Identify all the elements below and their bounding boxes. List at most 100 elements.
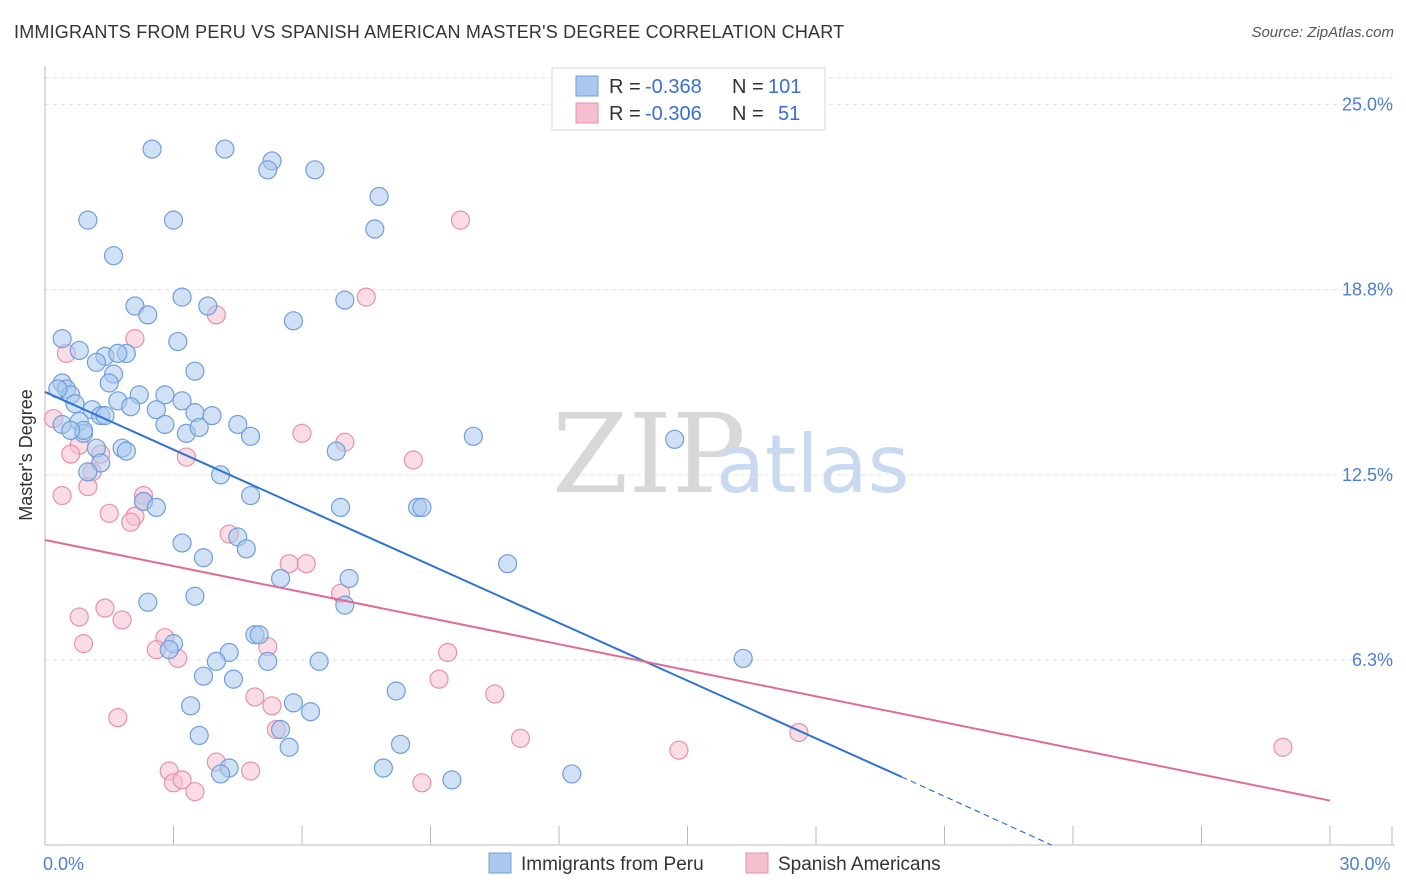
spanish-americans-point-9 (61, 444, 81, 464)
spanish-americans-point-37 (262, 696, 282, 716)
peru-point-1 (215, 139, 235, 159)
spanish-americans-point-3 (125, 329, 145, 349)
peru-point-83 (283, 693, 304, 713)
peru-point-72 (249, 625, 269, 645)
peru-point-35 (146, 400, 166, 420)
legend-n-value-1: 101 (768, 76, 801, 98)
peru-point-84 (181, 696, 201, 716)
watermark-zip: ZIP (552, 390, 746, 518)
legend-r-value-2: -0.306 (645, 103, 702, 125)
spanish-americans-point-38 (108, 708, 128, 728)
peru-point-14 (138, 305, 158, 325)
peru-point-33 (65, 394, 85, 414)
peru-point-91 (211, 764, 231, 784)
peru-point-47 (463, 426, 483, 446)
legend-swatch-pink (575, 102, 599, 124)
peru-point-22 (86, 352, 107, 372)
peru-point-6 (78, 210, 98, 230)
peru-point-57 (146, 497, 166, 518)
bottom-legend-swatch-blue (488, 852, 512, 874)
legend-r-value-1: -0.368 (645, 76, 702, 98)
y-tick-labels: 25.0% 18.8% 12.5% 6.3% (1342, 95, 1393, 670)
spanish-americans-point-33 (438, 642, 458, 663)
peru-point-43 (228, 414, 248, 435)
peru-point-79 (733, 648, 753, 669)
peru-point-4 (258, 160, 278, 180)
trend-lines (44, 390, 1331, 846)
peru-point-16 (52, 329, 72, 349)
peru-point-39 (202, 405, 222, 426)
grid-lines (45, 77, 1395, 661)
peru-point-9 (103, 246, 124, 266)
legend-r-label-1: R = (609, 76, 641, 98)
bottom-legend-swatch-pink (745, 852, 769, 874)
peru-point-60 (412, 497, 432, 518)
peru-point-5 (369, 186, 389, 207)
y-tick-label-2: 12.5% (1342, 465, 1393, 485)
peru-point-8 (365, 219, 385, 239)
peru-point-66 (270, 568, 291, 589)
peru-point-92 (373, 758, 393, 778)
peru-point-77 (258, 651, 278, 671)
peru-point-62 (172, 533, 192, 553)
y-tick-label-3: 6.3% (1352, 650, 1393, 670)
peru-point-67 (339, 568, 359, 589)
spanish-americans-point-25 (95, 598, 115, 618)
series-legend: Immigrants from Peru Spanish Americans (488, 852, 941, 875)
peru-point-69 (138, 592, 158, 612)
legend-n-label-1: N = (732, 76, 764, 98)
peru-point-80 (193, 666, 214, 686)
bottom-legend-label-spanish: Spanish Americans (778, 854, 941, 875)
peru-point-21 (108, 343, 128, 364)
spanish-americans-point-41 (669, 740, 689, 760)
peru-point-51 (116, 441, 136, 461)
spanish-americans-point-0 (450, 210, 471, 230)
axes (44, 66, 1395, 846)
peru-point-63 (236, 539, 256, 559)
spanish-americans-point-29 (73, 634, 94, 654)
peru-point-68 (185, 586, 205, 606)
x-tick-label-1: 30.0% (1339, 854, 1390, 874)
peru-point-17 (168, 331, 188, 352)
spanish-americans-point-50 (412, 773, 432, 793)
peru-point-0 (142, 139, 162, 159)
spanish-americans-point-36 (485, 684, 505, 704)
peru-point-74 (159, 639, 179, 660)
peru-point-99 (189, 417, 209, 438)
series-immigrants-from-peru (48, 139, 753, 790)
peru-point-78 (309, 651, 329, 671)
spanish-americans-point-12 (403, 450, 423, 470)
x-tick-labels: 0.0% 30.0% (43, 854, 1391, 874)
peru-point-15 (283, 311, 304, 331)
peru-point-82 (386, 681, 406, 701)
peru-point-48 (665, 429, 685, 449)
peru-point-64 (193, 548, 214, 568)
legend-swatch-blue (575, 75, 599, 97)
peru-point-76 (206, 651, 226, 671)
spanish-americans-point-18 (99, 503, 119, 523)
legend-n-label-2: N = (732, 103, 764, 125)
spanish-americans-point-20 (121, 512, 141, 532)
trend-line-peru (44, 390, 903, 778)
spanish-americans-point-15 (52, 485, 72, 506)
peru-point-42 (155, 414, 175, 435)
legend-r-label-2: R = (609, 103, 641, 125)
peru-point-86 (270, 719, 291, 740)
peru-point-10 (172, 287, 192, 307)
spanish-americans-point-27 (112, 610, 132, 630)
peru-point-88 (390, 734, 411, 754)
spanish-americans-point-34 (429, 669, 449, 689)
peru-point-98 (61, 420, 81, 441)
x-tick-label-0: 0.0% (43, 854, 84, 874)
peru-point-31 (172, 391, 192, 411)
spanish-americans-point-40 (510, 728, 531, 748)
peru-point-30 (155, 385, 175, 405)
peru-point-3 (305, 160, 325, 180)
trend-line-spanish-americans (44, 538, 1331, 802)
peru-point-18 (69, 340, 89, 361)
y-axis-label: Master's Degree (16, 389, 36, 520)
watermark-atlas: atlas (716, 418, 909, 511)
spanish-americans-point-46 (241, 761, 261, 781)
spanish-americans-point-48 (172, 770, 192, 790)
